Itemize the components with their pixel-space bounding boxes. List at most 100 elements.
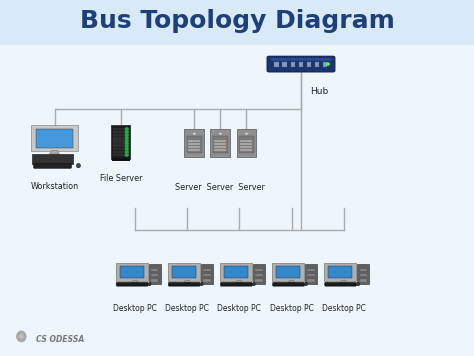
FancyBboxPatch shape: [32, 154, 73, 164]
FancyBboxPatch shape: [255, 279, 263, 282]
Polygon shape: [184, 280, 191, 283]
FancyBboxPatch shape: [111, 158, 130, 161]
FancyBboxPatch shape: [283, 62, 287, 67]
FancyBboxPatch shape: [273, 282, 304, 286]
FancyBboxPatch shape: [240, 149, 253, 151]
Polygon shape: [49, 150, 60, 154]
Circle shape: [125, 134, 128, 136]
FancyBboxPatch shape: [151, 279, 158, 282]
Text: Desktop PC: Desktop PC: [270, 304, 313, 313]
Circle shape: [125, 151, 128, 153]
FancyBboxPatch shape: [272, 263, 304, 281]
FancyBboxPatch shape: [255, 269, 263, 271]
FancyBboxPatch shape: [113, 148, 128, 150]
FancyBboxPatch shape: [214, 149, 227, 151]
FancyBboxPatch shape: [168, 282, 200, 286]
FancyBboxPatch shape: [359, 274, 367, 277]
FancyBboxPatch shape: [149, 263, 161, 284]
FancyBboxPatch shape: [274, 62, 279, 67]
FancyBboxPatch shape: [113, 131, 128, 133]
FancyBboxPatch shape: [359, 269, 367, 271]
FancyBboxPatch shape: [188, 140, 201, 142]
FancyBboxPatch shape: [201, 263, 213, 284]
Text: Desktop PC: Desktop PC: [113, 304, 157, 313]
Circle shape: [125, 137, 128, 139]
FancyBboxPatch shape: [113, 142, 128, 145]
FancyBboxPatch shape: [240, 143, 253, 145]
FancyBboxPatch shape: [324, 263, 356, 281]
FancyBboxPatch shape: [203, 269, 210, 271]
FancyBboxPatch shape: [255, 274, 263, 277]
Ellipse shape: [76, 163, 81, 168]
FancyBboxPatch shape: [151, 269, 158, 271]
FancyBboxPatch shape: [187, 136, 202, 153]
FancyBboxPatch shape: [113, 136, 128, 139]
FancyBboxPatch shape: [220, 282, 252, 286]
Ellipse shape: [148, 283, 151, 286]
FancyBboxPatch shape: [203, 279, 210, 282]
Circle shape: [125, 131, 128, 133]
Polygon shape: [236, 280, 243, 283]
FancyBboxPatch shape: [120, 266, 144, 278]
FancyBboxPatch shape: [325, 282, 356, 286]
Ellipse shape: [356, 283, 360, 286]
FancyBboxPatch shape: [307, 274, 315, 277]
Text: Server  Server  Server: Server Server Server: [175, 183, 265, 192]
Ellipse shape: [252, 283, 255, 286]
FancyBboxPatch shape: [214, 143, 227, 145]
FancyBboxPatch shape: [113, 134, 128, 136]
Polygon shape: [132, 280, 138, 283]
FancyBboxPatch shape: [188, 143, 201, 145]
Text: Desktop PC: Desktop PC: [165, 304, 209, 313]
Text: Hub: Hub: [310, 87, 329, 96]
Text: Workstation: Workstation: [30, 182, 79, 190]
Text: File Server: File Server: [100, 174, 142, 183]
FancyBboxPatch shape: [151, 274, 158, 277]
Circle shape: [125, 145, 128, 147]
FancyBboxPatch shape: [188, 146, 201, 148]
Ellipse shape: [16, 330, 27, 342]
Text: Desktop PC: Desktop PC: [322, 304, 365, 313]
FancyBboxPatch shape: [253, 263, 265, 284]
FancyBboxPatch shape: [36, 130, 73, 148]
FancyBboxPatch shape: [240, 140, 253, 142]
FancyBboxPatch shape: [323, 62, 327, 67]
FancyBboxPatch shape: [240, 146, 253, 148]
FancyBboxPatch shape: [203, 274, 210, 277]
FancyBboxPatch shape: [188, 149, 201, 151]
FancyBboxPatch shape: [116, 263, 147, 281]
FancyBboxPatch shape: [359, 279, 367, 282]
FancyBboxPatch shape: [271, 58, 331, 61]
Circle shape: [125, 128, 128, 130]
Text: Bus Topology Diagram: Bus Topology Diagram: [80, 9, 394, 33]
FancyBboxPatch shape: [328, 266, 352, 278]
FancyBboxPatch shape: [0, 0, 474, 44]
Circle shape: [245, 132, 248, 135]
Circle shape: [125, 148, 128, 150]
FancyBboxPatch shape: [113, 151, 128, 153]
FancyBboxPatch shape: [210, 129, 230, 157]
Ellipse shape: [18, 333, 25, 340]
Polygon shape: [340, 280, 347, 283]
FancyBboxPatch shape: [113, 154, 128, 156]
FancyBboxPatch shape: [315, 62, 319, 67]
FancyBboxPatch shape: [113, 140, 128, 142]
FancyBboxPatch shape: [357, 263, 369, 284]
FancyBboxPatch shape: [291, 62, 295, 67]
FancyBboxPatch shape: [111, 125, 130, 159]
FancyBboxPatch shape: [214, 140, 227, 142]
Ellipse shape: [200, 283, 203, 286]
FancyBboxPatch shape: [116, 282, 148, 286]
FancyBboxPatch shape: [307, 279, 315, 282]
Text: Desktop PC: Desktop PC: [218, 304, 261, 313]
FancyBboxPatch shape: [31, 125, 78, 151]
FancyBboxPatch shape: [224, 266, 248, 278]
FancyBboxPatch shape: [307, 269, 315, 271]
FancyBboxPatch shape: [34, 163, 72, 168]
Circle shape: [125, 140, 128, 142]
FancyBboxPatch shape: [239, 136, 254, 153]
FancyBboxPatch shape: [299, 62, 303, 67]
FancyBboxPatch shape: [220, 263, 252, 281]
FancyBboxPatch shape: [184, 129, 204, 157]
Circle shape: [125, 142, 128, 145]
